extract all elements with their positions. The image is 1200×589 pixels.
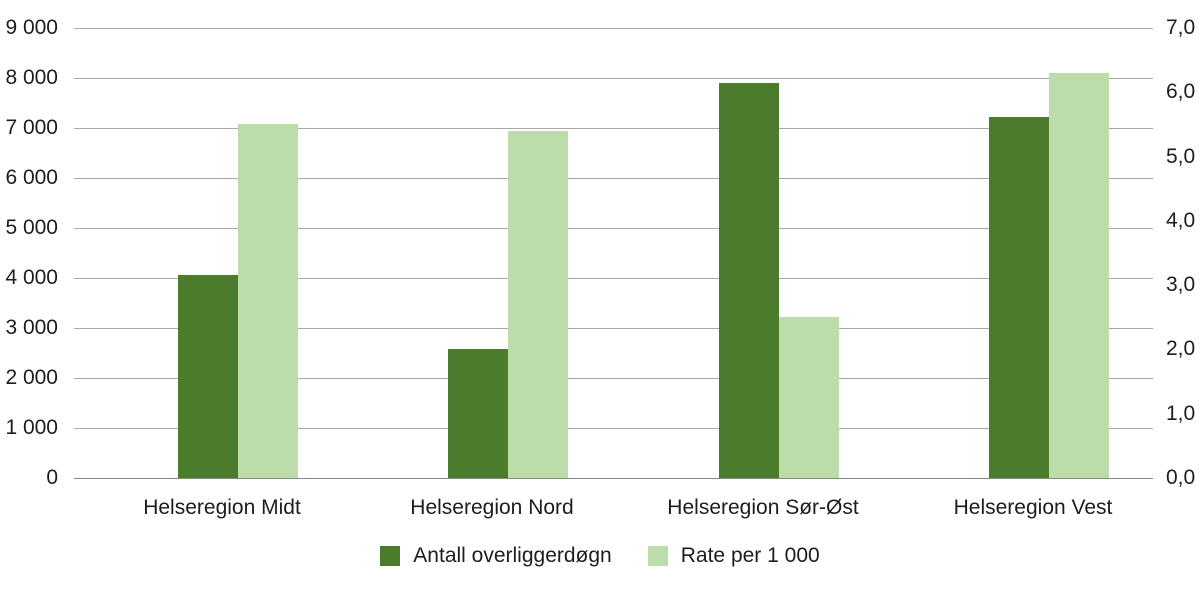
category-label: Helseregion Vest [953, 496, 1113, 519]
left-axis-tick-label: 4 000 [5, 266, 58, 289]
gridline [74, 27, 1153, 29]
bar-antall-overliggerdogn [989, 117, 1049, 478]
right-axis-tick-label: 5,0 [1166, 144, 1196, 168]
left-axis-tick-label: 5 000 [5, 216, 58, 239]
bar-antall-overliggerdogn [448, 349, 508, 478]
left-axis-tick-label: 0 [46, 466, 58, 489]
gridline [74, 227, 1153, 229]
right-axis-tick-label: 0,0 [1166, 466, 1196, 489]
left-axis-tick-label: 2 000 [5, 366, 58, 389]
bar-antall-overliggerdogn [178, 275, 238, 478]
right-axis-tick-label: 3,0 [1166, 273, 1196, 297]
bar-rate-per-1000 [508, 131, 568, 478]
legend: Antall overliggerdøgn Rate per 1 000 [0, 544, 1200, 568]
legend-item-rate-per-1000: Rate per 1 000 [647, 544, 820, 568]
gridline [74, 427, 1153, 429]
plot-area [74, 27, 1153, 479]
gridline [74, 327, 1153, 329]
right-axis-tick-label: 4,0 [1166, 208, 1196, 232]
category-label: Helseregion Sør-Øst [667, 496, 859, 519]
gridline [74, 177, 1153, 179]
category-label: Helseregion Nord [410, 496, 574, 519]
right-axis-tick-label: 2,0 [1166, 337, 1196, 361]
legend-label: Rate per 1 000 [680, 544, 820, 567]
right-axis-tick-label: 7,0 [1166, 16, 1196, 39]
left-axis-tick-label: 6 000 [5, 166, 58, 189]
category-label: Helseregion Midt [143, 496, 301, 519]
right-axis-tick-label: 6,0 [1166, 80, 1196, 104]
legend-item-antall-overliggerdogn: Antall overliggerdøgn [380, 544, 612, 568]
left-axis-tick-label: 1 000 [5, 416, 58, 439]
left-axis-tick-label: 7 000 [5, 116, 58, 139]
right-axis-tick-label: 1,0 [1166, 401, 1196, 425]
gridline [74, 377, 1153, 379]
left-axis-tick-label: 9 000 [5, 16, 58, 39]
gridline [74, 127, 1153, 129]
left-axis-tick-label: 8 000 [5, 66, 58, 89]
bar-rate-per-1000 [238, 124, 298, 478]
x-axis-line [74, 477, 1153, 479]
bar-rate-per-1000 [779, 317, 839, 478]
left-axis-tick-label: 3 000 [5, 316, 58, 339]
bar-antall-overliggerdogn [719, 83, 779, 478]
gridline [74, 77, 1153, 79]
gridline [74, 277, 1153, 279]
legend-swatch-light-green [647, 546, 668, 566]
legend-swatch-dark-green [380, 546, 401, 566]
bar-rate-per-1000 [1049, 73, 1109, 478]
legend-label: Antall overliggerdøgn [413, 544, 612, 567]
